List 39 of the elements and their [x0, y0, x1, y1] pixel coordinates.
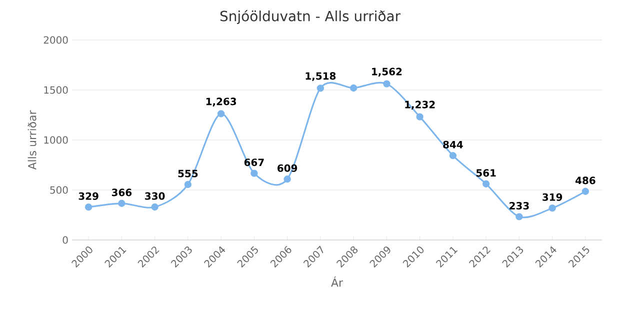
data-label: 486: [576, 176, 596, 184]
data-label: 1,263: [206, 98, 236, 107]
point: [151, 203, 158, 211]
point: [449, 152, 457, 160]
chart-title: Snjóölduvatn - Alls urriðar: [220, 10, 401, 24]
data-label: 561: [476, 169, 496, 177]
point: [84, 204, 92, 211]
data-label: 329: [78, 192, 98, 200]
data-label: 319: [542, 193, 562, 201]
point: [250, 170, 258, 177]
point: [184, 180, 192, 188]
data-label: 667: [244, 158, 264, 166]
point: [350, 84, 358, 92]
y-axis-title: Alls urriðar: [28, 110, 36, 170]
data-label: 1,232: [405, 100, 435, 110]
point: [316, 84, 324, 92]
point: [284, 176, 291, 183]
y-tick-label: 500: [50, 186, 68, 194]
data-label: 330: [145, 192, 165, 200]
data-label: 844: [443, 140, 463, 148]
point: [516, 213, 523, 220]
y-tick-label: 0: [62, 236, 68, 244]
data-label: 555: [178, 170, 198, 178]
point: [582, 188, 590, 195]
point: [548, 204, 556, 212]
point: [217, 110, 225, 118]
point: [383, 80, 390, 88]
point: [118, 200, 126, 207]
y-tick-label: 2000: [44, 36, 68, 44]
data-label: 1,518: [306, 72, 336, 82]
point: [416, 113, 424, 120]
x-axis-title: Ár: [331, 276, 343, 287]
data-label: 1,562: [372, 68, 402, 77]
data-label: 366: [112, 188, 132, 196]
point: [482, 180, 490, 188]
data-label: 609: [278, 164, 298, 172]
data-label: 233: [510, 202, 529, 210]
y-tick-label: 1000: [44, 136, 68, 144]
y-tick-label: 1500: [44, 86, 68, 94]
